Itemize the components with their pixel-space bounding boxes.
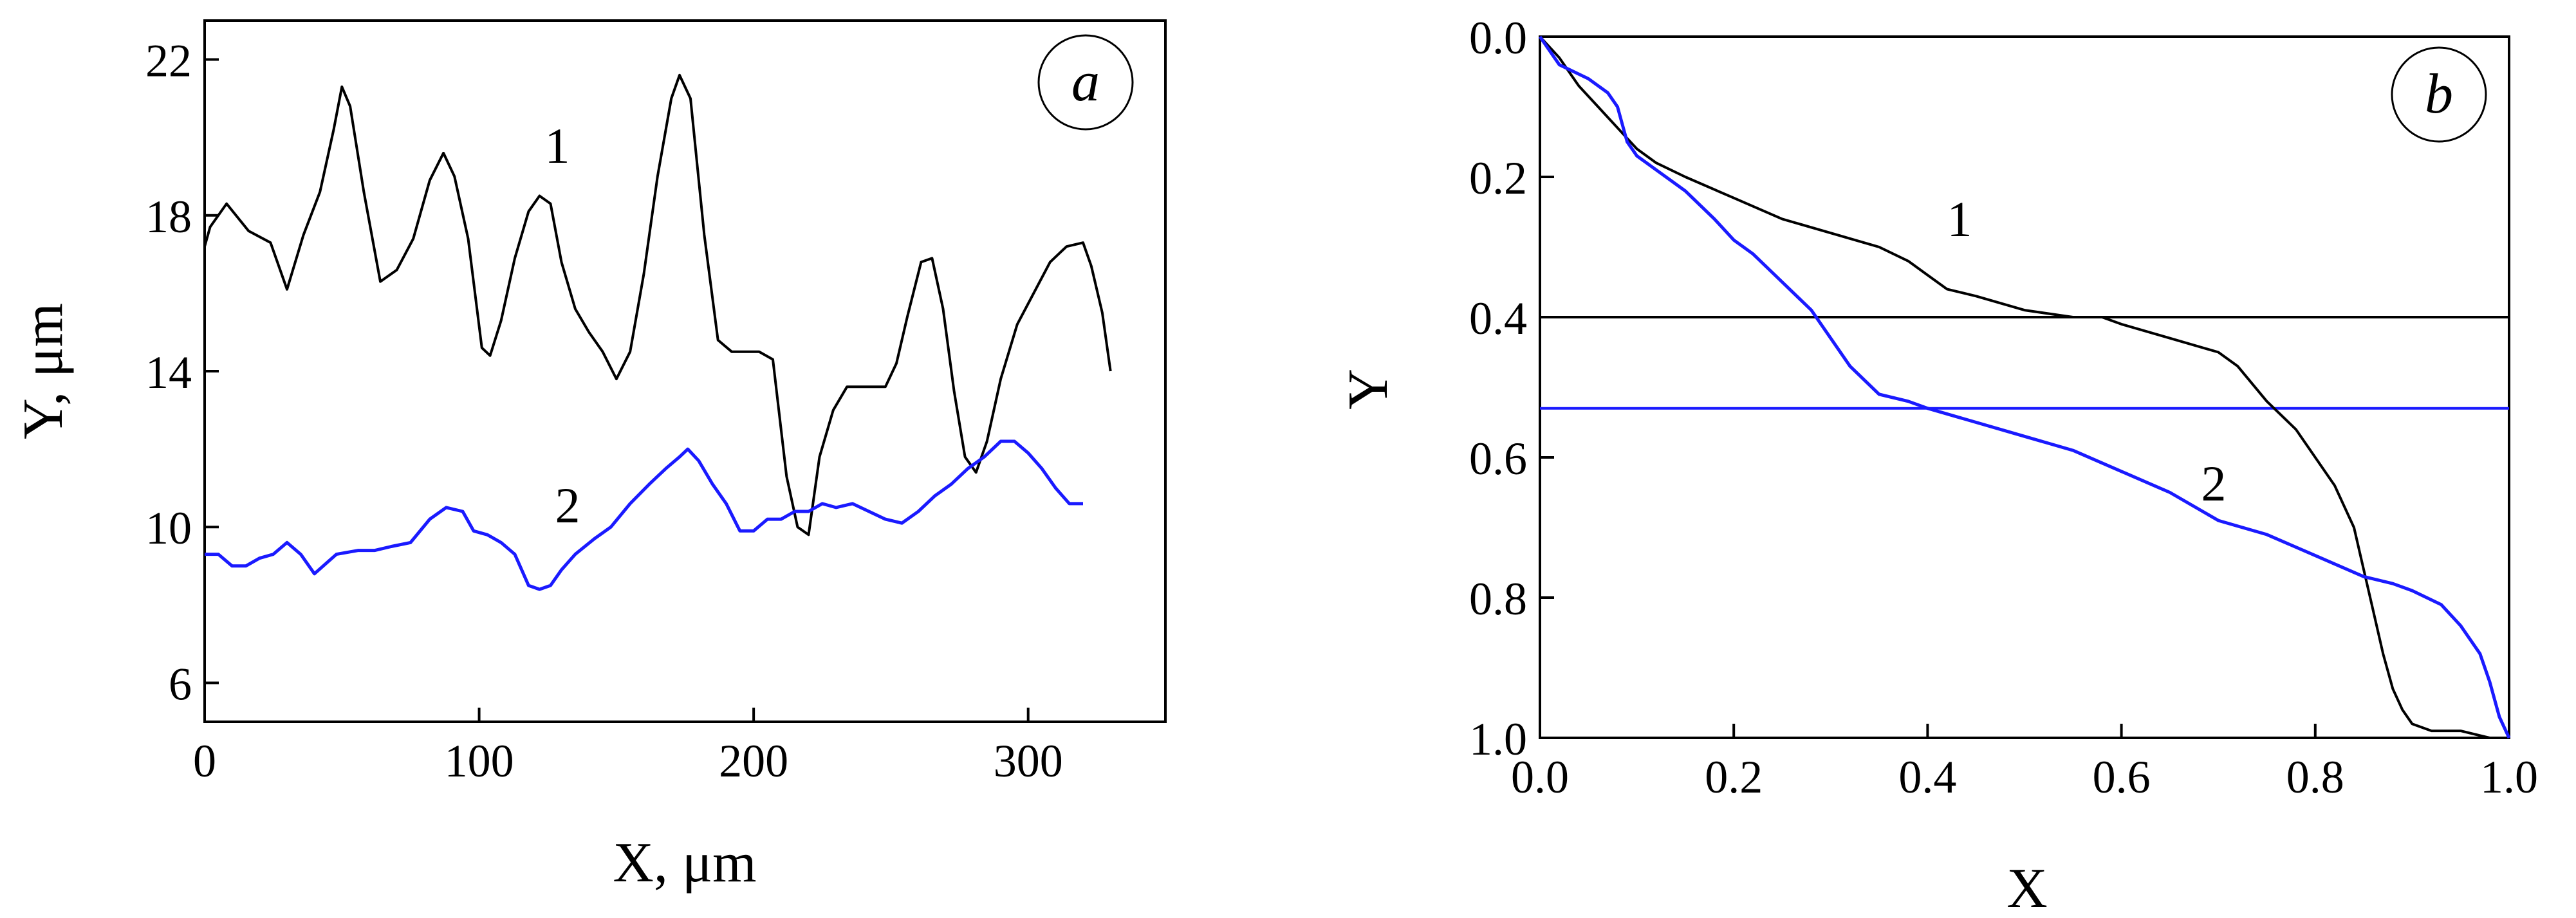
panel-b-x-axis-title: X	[2006, 858, 2048, 918]
panel-a-curve-2-label: 2	[555, 477, 580, 533]
panel-a-chart: 6 10 14 18 22 0 100 200 300 X, μm Y, μm 1 2 a	[12, 19, 1167, 894]
panel-a-x-axis-title: X, μm	[613, 832, 756, 894]
b-y-tick-label: 0.2	[1469, 152, 1527, 204]
b-y-tick-label: 0.4	[1469, 293, 1527, 344]
a-y-tick-label: 10	[145, 502, 192, 554]
a-series-1-line	[203, 73, 1112, 537]
panel-b-y-axis-title: Y	[1337, 369, 1400, 410]
a-x-tick-label: 200	[719, 735, 788, 787]
panel-b-reference-lines	[1540, 316, 2509, 410]
panel-b-plot-frame	[1539, 35, 2510, 739]
a-y-tick-label: 14	[145, 347, 192, 398]
a-series-2-line	[205, 439, 1083, 591]
panel-b-chart: 0.00.20.40.60.81.0 0.0 0.2 0.4 0.6 0.8 1.0 X …	[1337, 12, 2538, 918]
panel-a-badge-letter: a	[1071, 51, 1100, 113]
b-x-tick-label: 0.2	[1705, 751, 1763, 803]
panel-a-x-ticks: 0 100 200 300	[193, 708, 1063, 787]
b-y-tick-label: 0.0	[1469, 12, 1527, 64]
a-x-tick-label: 300	[994, 735, 1063, 787]
b-y-tick-label: 1.0	[1469, 713, 1527, 765]
b-y-tick-label: 0.6	[1469, 433, 1527, 484]
a-y-tick-label: 18	[145, 191, 192, 243]
b-series-1-line	[1539, 35, 2509, 739]
a-x-tick-label: 0	[193, 735, 216, 787]
b-series-2-line	[1538, 35, 2511, 739]
b-y-tick-label: 0.8	[1469, 573, 1527, 625]
panel-b-y-ticks: 0.0 0.2 0.4 0.6 0.8 1.0	[1469, 12, 1554, 765]
panel-a-series	[203, 73, 1112, 591]
panel-b-badge: b	[2391, 46, 2487, 143]
b-x-tick-label: 0.8	[2286, 751, 2344, 803]
b-x-tick-label: 1.0	[2480, 751, 2538, 803]
panel-b-x-ticks: 0.0 0.2 0.4 0.6 0.8 1.0	[1511, 724, 2538, 803]
panel-a-y-axis-title: Y, μm	[12, 303, 75, 439]
a-y-tick-label: 22	[145, 35, 192, 87]
panel-a-plot-frame	[203, 19, 1167, 723]
panel-a-curve-1-label: 1	[545, 118, 570, 174]
panel-b-curve-1-label: 1	[1947, 191, 1972, 247]
b-x-tick-label: 0.4	[1898, 751, 1956, 803]
b-x-tick-label: 0.0	[1511, 751, 1569, 803]
panel-a-y-ticks: 6 10 14 18 22	[145, 35, 219, 710]
panel-b-curve-2-label: 2	[2201, 455, 2227, 511]
a-y-tick-label: 6	[169, 658, 192, 710]
panel-b-series	[1538, 35, 2511, 739]
b-x-tick-label: 0.6	[2093, 751, 2151, 803]
panel-b-badge-letter: b	[2425, 63, 2453, 125]
a-x-tick-label: 100	[445, 735, 514, 787]
panel-a-badge: a	[1037, 34, 1134, 131]
